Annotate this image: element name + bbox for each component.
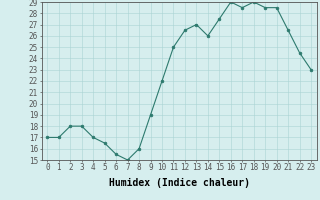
X-axis label: Humidex (Indice chaleur): Humidex (Indice chaleur) [109, 178, 250, 188]
